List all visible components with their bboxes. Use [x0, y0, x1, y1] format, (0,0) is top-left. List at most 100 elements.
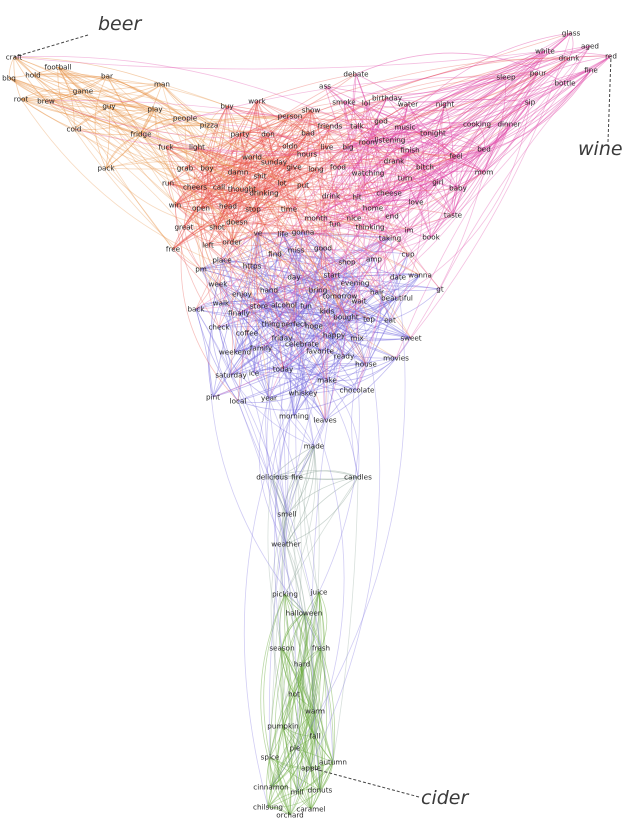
graph-edge [452, 123, 510, 216]
graph-edge [8, 77, 304, 186]
graph-edge [226, 105, 291, 117]
graph-edge [347, 146, 382, 293]
graph-edge [251, 265, 345, 357]
graph-edge [238, 312, 304, 394]
graph-edge [196, 124, 210, 148]
graph-edge [218, 237, 391, 328]
word-node-store: store [250, 302, 269, 311]
graph-edge [303, 612, 322, 649]
graph-edge [239, 133, 246, 190]
graph-edge [310, 109, 328, 148]
graph-edge [254, 232, 270, 399]
graph-edge [451, 187, 459, 216]
graph-edge [73, 128, 229, 207]
word-node-fun2: fun [300, 302, 312, 311]
graph-edge [284, 593, 324, 791]
graph-edge [200, 232, 259, 270]
graph-edge [267, 133, 406, 179]
graph-edge [251, 265, 328, 312]
graph-edge [183, 226, 202, 270]
graph-edge [270, 476, 312, 769]
graph-edge [296, 710, 316, 793]
graph-edge [288, 72, 539, 210]
graph-edge [238, 214, 454, 314]
graph-edge [257, 232, 391, 239]
graph-edge [195, 308, 334, 763]
graph-edge [295, 247, 324, 478]
graph-edge [386, 69, 592, 103]
graph-edge [293, 276, 298, 325]
graph-edge [343, 101, 459, 189]
graph-edge [45, 100, 208, 169]
graph-edge [282, 725, 312, 810]
graph-edge [364, 97, 388, 228]
graph-edge [161, 83, 241, 135]
word-node-craft: craft [6, 53, 23, 62]
graph-edge [174, 198, 454, 216]
graph-edge [230, 247, 324, 376]
graph-edge [306, 125, 331, 155]
graph-edge [372, 177, 406, 209]
graph-edge [57, 66, 370, 320]
graph-edge [317, 237, 391, 291]
graph-edge [234, 305, 307, 353]
graph-edge [326, 146, 375, 260]
graph-edge [324, 85, 360, 198]
graph-edge [172, 248, 202, 270]
anchor-label-layer: beer wine cider [98, 13, 623, 809]
graph-edge [268, 291, 378, 399]
graph-edge [45, 100, 358, 139]
graph-edge [271, 476, 288, 515]
graph-edge [314, 591, 322, 737]
graph-edge [184, 167, 336, 225]
graph-edge [295, 249, 412, 339]
graph-edge [57, 66, 75, 130]
graph-edge [13, 56, 290, 210]
word-node-aged: aged [581, 42, 599, 51]
graph-edge [269, 756, 291, 816]
graph-edge [356, 149, 411, 198]
graph-edge [200, 105, 228, 209]
graph-edge [389, 139, 426, 168]
graph-edge [234, 289, 319, 353]
graph-edge [241, 188, 254, 210]
word-node-glass: glass [562, 29, 581, 38]
graph-edge [293, 343, 305, 417]
graph-edge [206, 167, 233, 243]
graph-edge [356, 125, 406, 131]
graph-edge [218, 72, 539, 188]
graph-edge [324, 85, 374, 209]
word-node-bed: bed [477, 145, 491, 154]
anchor-pointer-wine [607, 55, 612, 143]
graph-edge [167, 103, 409, 184]
graph-edge [293, 289, 319, 325]
graph-edge [140, 115, 291, 135]
graph-edge [226, 105, 295, 325]
graph-edge [174, 184, 304, 206]
graph-edge [207, 302, 222, 398]
graph-edge [307, 132, 454, 216]
graph-edge [94, 75, 108, 169]
graph-edge [305, 305, 412, 340]
graph-edge [230, 363, 367, 376]
graph-edge [257, 232, 319, 291]
word-node-man: man [154, 80, 170, 89]
graph-edge [194, 124, 222, 304]
word-node-pack: pack [97, 164, 115, 173]
graph-edge [106, 75, 254, 210]
graph-edge [282, 282, 356, 370]
graph-edge [183, 208, 254, 228]
graph-edge [332, 476, 359, 763]
graph-edge [195, 188, 243, 310]
graph-edge [237, 101, 345, 173]
word-node-pm: pm [195, 265, 207, 274]
graph-edge [298, 612, 312, 769]
graph-edge [322, 236, 432, 254]
word-node-chocolate: chocolate [340, 386, 375, 395]
word-node-apple: apple [301, 764, 322, 773]
word-node-juice: juice [310, 588, 329, 597]
graph-edge [212, 232, 259, 398]
graph-edge [165, 146, 283, 184]
graph-edge [296, 647, 322, 793]
